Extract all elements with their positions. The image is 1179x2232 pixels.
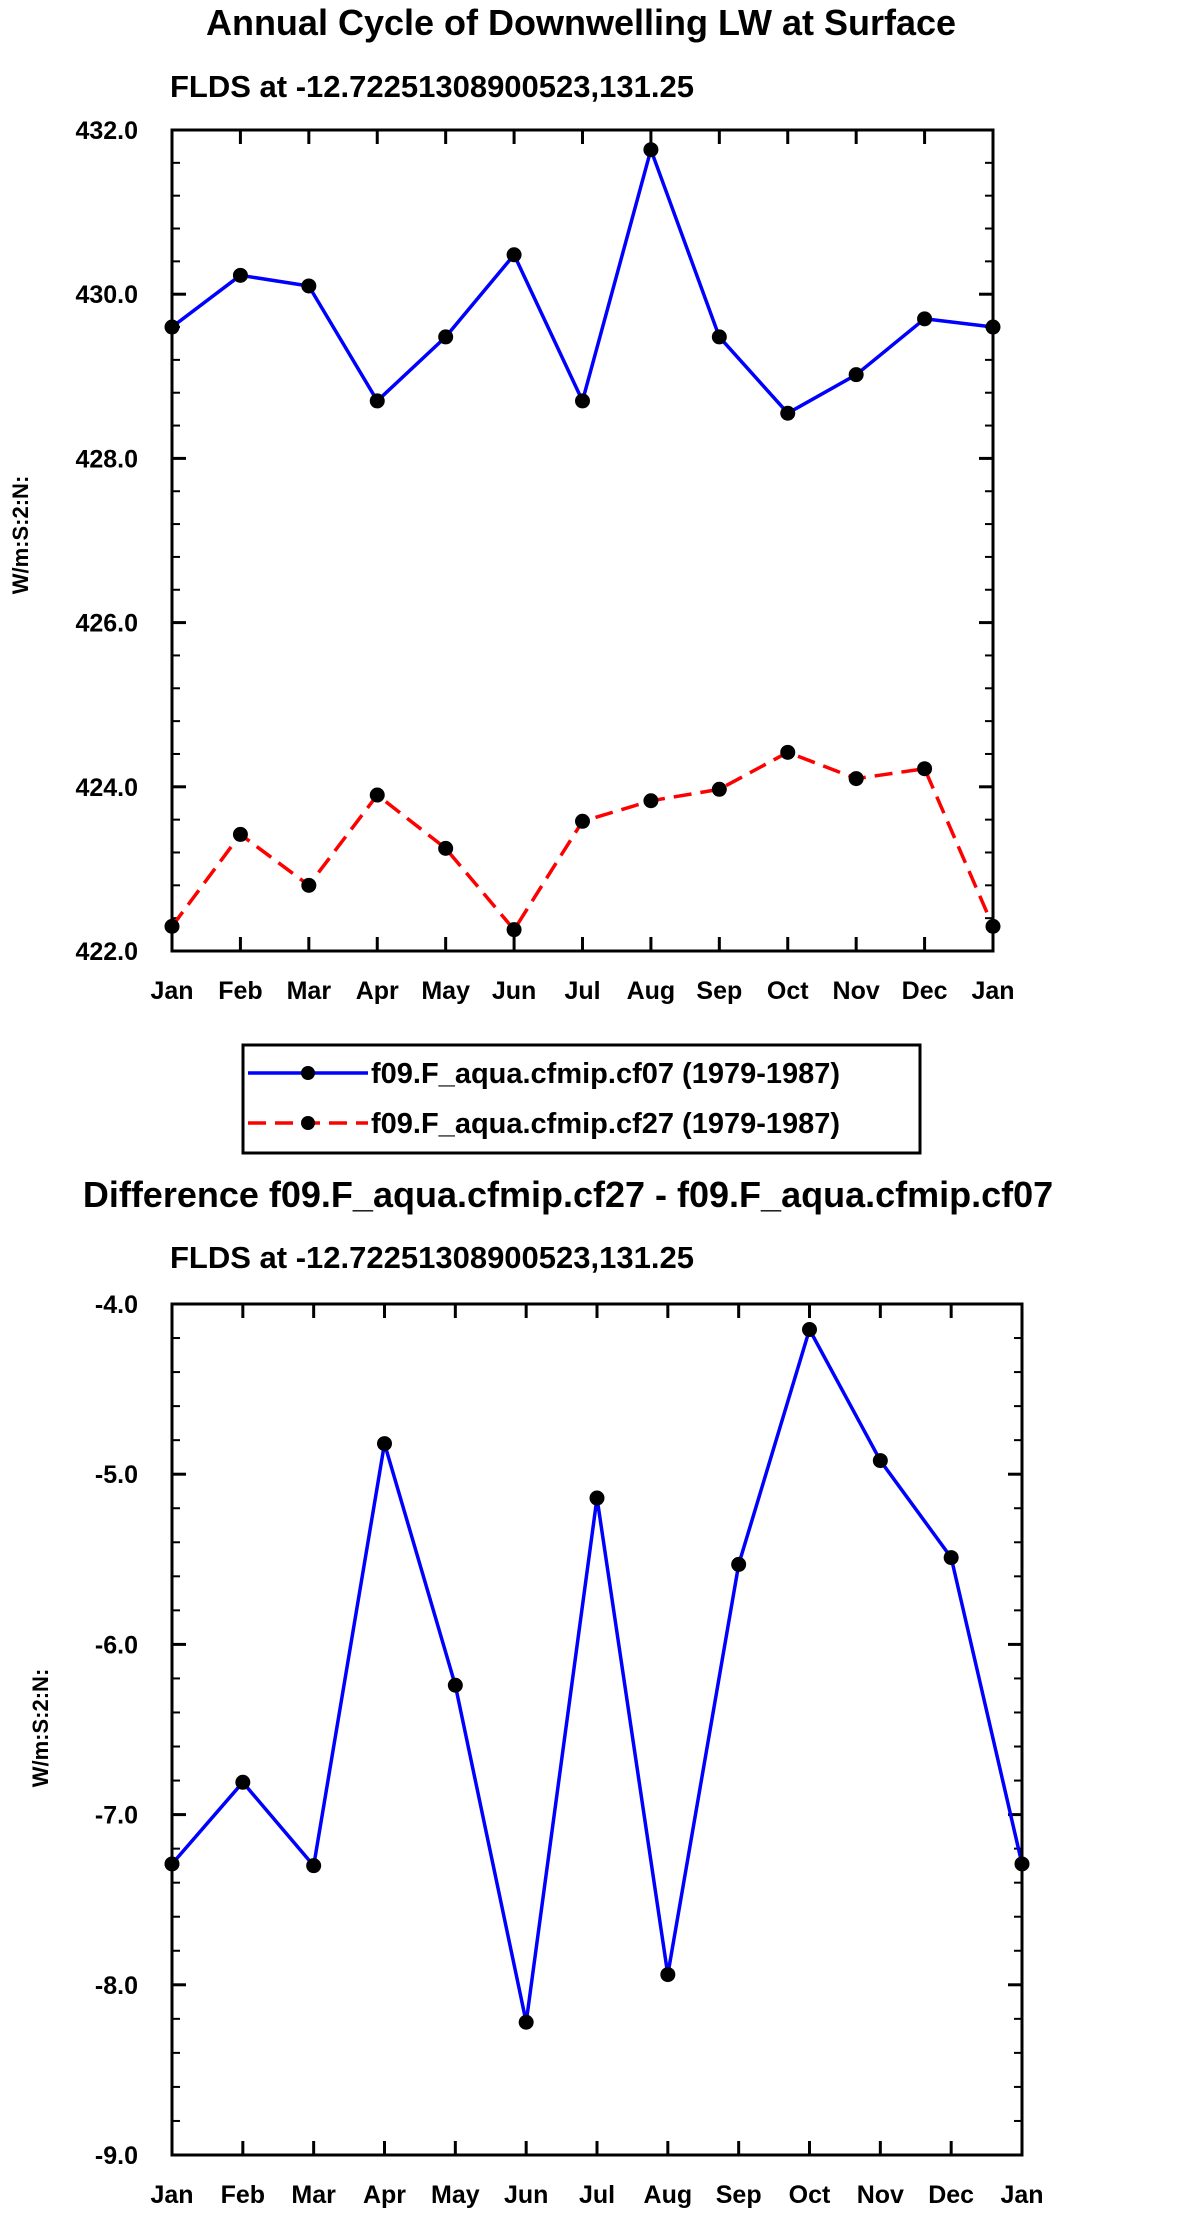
x-tick-label: Dec xyxy=(902,977,948,1005)
data-point xyxy=(643,142,659,158)
series-line-0 xyxy=(170,147,994,415)
chart-subtitle: FLDS at -12.72251308900523,131.25 xyxy=(170,1240,694,1275)
y-tick-label: -6.0 xyxy=(95,1631,138,1659)
x-tick-label: Dec xyxy=(928,2181,974,2209)
data-point xyxy=(306,1858,322,1874)
y-axis-label: W/m:S:2:N: xyxy=(28,1669,53,1788)
tick-group: Jan Feb Mar Apr May Jun Jul Aug Sep Oct Nov Dec Jan-… xyxy=(95,1291,1044,2209)
legend: f09.F_aqua.cfmip.cf07 (1979-1987) f09.F_… xyxy=(241,1043,922,1155)
data-point xyxy=(235,1774,251,1790)
plot-frame xyxy=(170,128,995,953)
series-group xyxy=(164,1322,1030,2030)
x-tick-label: Nov xyxy=(833,977,880,1005)
x-tick-label: Feb xyxy=(221,2181,265,2209)
data-point xyxy=(917,761,933,777)
data-point xyxy=(802,1322,817,1338)
data-point xyxy=(589,1490,605,1506)
x-tick-label: Jan xyxy=(1000,2181,1043,2209)
x-tick-label: Jan xyxy=(150,977,193,1005)
x-tick-label: Mar xyxy=(287,977,332,1005)
data-point xyxy=(943,1550,959,1566)
data-point xyxy=(643,793,659,809)
data-point xyxy=(301,877,317,893)
data-point xyxy=(711,329,727,345)
x-tick-label: Aug xyxy=(644,2181,693,2209)
y-tick-label: 424.0 xyxy=(75,774,138,802)
x-tick-label: Sep xyxy=(696,977,742,1005)
x-tick-label: Feb xyxy=(218,977,262,1005)
data-point xyxy=(780,405,796,421)
data-point xyxy=(711,781,727,797)
x-tick-label: Jul xyxy=(579,2181,615,2209)
y-tick-label: 426.0 xyxy=(75,610,138,638)
data-point xyxy=(369,787,385,803)
y-tick-label: -9.0 xyxy=(95,2142,138,2170)
data-point xyxy=(917,311,933,327)
data-point xyxy=(575,393,590,409)
y-tick-label: -4.0 xyxy=(95,1291,138,1319)
series-group xyxy=(164,142,1001,938)
chart-subtitle: FLDS at -12.72251308900523,131.25 xyxy=(170,69,694,104)
data-point xyxy=(438,329,454,345)
x-tick-label: Jun xyxy=(504,2181,548,2209)
x-tick-label: May xyxy=(431,2181,480,2209)
y-tick-label: -5.0 xyxy=(95,1461,138,1489)
legend-marker-cf27 xyxy=(301,1116,315,1130)
data-point xyxy=(518,2014,534,2030)
data-point xyxy=(232,267,248,283)
data-point xyxy=(848,367,864,383)
data-point xyxy=(447,1677,463,1693)
y-tick-label: 428.0 xyxy=(75,445,138,473)
data-point xyxy=(575,813,590,829)
series-line-1 xyxy=(170,750,995,932)
data-point xyxy=(438,840,454,856)
legend-box xyxy=(241,1043,922,1155)
legend-label-cf27: f09.F_aqua.cfmip.cf27 (1979-1987) xyxy=(371,1108,840,1140)
plot-frame xyxy=(170,1302,1024,2157)
y-tick-label: 430.0 xyxy=(75,281,138,309)
legend-label-cf07: f09.F_aqua.cfmip.cf07 (1979-1987) xyxy=(371,1058,840,1090)
data-point xyxy=(872,1453,888,1469)
data-point xyxy=(232,826,248,842)
x-tick-label: Mar xyxy=(291,2181,336,2209)
data-point xyxy=(731,1556,747,1572)
y-tick-label: 422.0 xyxy=(75,938,138,966)
chart-title: Annual Cycle of Downwelling LW at Surfac… xyxy=(206,2,956,43)
x-tick-label: Jan xyxy=(971,977,1014,1005)
y-tick-label: -8.0 xyxy=(95,1972,138,2000)
x-tick-label: Oct xyxy=(789,2181,831,2209)
chart-title: Difference f09.F_aqua.cfmip.cf27 - f09.F… xyxy=(83,1174,1053,1215)
y-axis-label: W/m:S:2:N: xyxy=(8,476,33,595)
data-point xyxy=(377,1436,392,1452)
data-point xyxy=(660,1967,676,1983)
legend-marker-cf07 xyxy=(301,1066,315,1080)
data-point xyxy=(369,393,385,409)
x-tick-label: Apr xyxy=(356,977,399,1005)
series-line-0 xyxy=(170,1327,1024,2024)
y-tick-label: -7.0 xyxy=(95,1802,138,1830)
x-tick-label: Nov xyxy=(857,2181,904,2209)
data-point xyxy=(780,744,796,760)
x-tick-label: Sep xyxy=(716,2181,762,2209)
x-tick-label: Jan xyxy=(150,2181,193,2209)
x-tick-label: Aug xyxy=(627,977,676,1005)
data-point xyxy=(301,278,317,294)
data-point xyxy=(506,922,522,938)
x-tick-label: May xyxy=(421,977,470,1005)
data-point xyxy=(506,247,522,263)
x-tick-label: Oct xyxy=(767,977,809,1005)
y-tick-label: 432.0 xyxy=(75,117,138,145)
data-point xyxy=(848,771,864,787)
annual-cycle-panel: Annual Cycle of Downwelling LW at Surfac… xyxy=(8,2,1015,1155)
x-tick-label: Apr xyxy=(363,2181,406,2209)
x-tick-label: Jul xyxy=(564,977,600,1005)
difference-panel: Difference f09.F_aqua.cfmip.cf27 - f09.F… xyxy=(28,1174,1053,2209)
tick-group: Jan Feb Mar Apr May Jun Jul Aug Sep Oct Nov Dec Jan 4… xyxy=(75,117,1014,1005)
x-tick-label: Jun xyxy=(492,977,536,1005)
